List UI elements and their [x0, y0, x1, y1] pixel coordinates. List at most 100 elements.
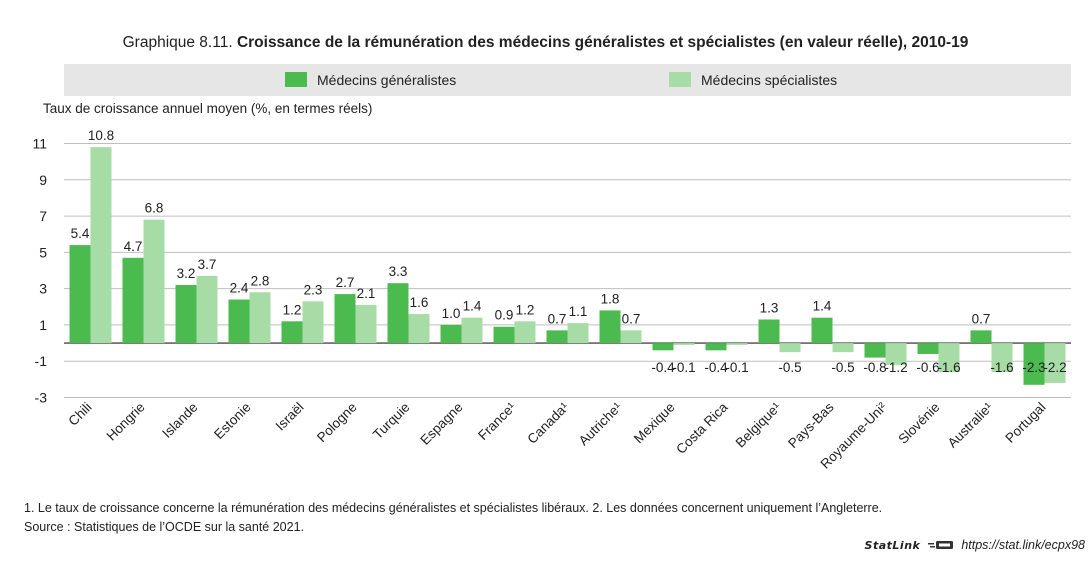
data-label-generalistes: -2.3	[1022, 360, 1045, 375]
bar-specialistes	[143, 219, 165, 344]
x-tick-label: France¹	[475, 399, 519, 443]
bar-generalistes	[864, 343, 886, 358]
chart-title-prefix: Graphique 8.11.	[122, 34, 233, 51]
bar-specialistes	[726, 343, 748, 345]
x-tick-label: Canada¹	[524, 399, 572, 447]
bar-specialistes	[938, 343, 960, 373]
bar-generalistes	[599, 310, 621, 344]
bar-generalistes	[652, 343, 674, 351]
data-label-generalistes: 0.7	[548, 311, 567, 326]
bar-specialistes	[832, 343, 854, 353]
data-label-generalistes: 3.3	[389, 264, 408, 279]
footnotes: 1. Le taux de croissance concerne la rém…	[24, 499, 882, 537]
y-tick-label: 7	[39, 208, 47, 224]
bar-generalistes	[387, 283, 409, 344]
data-label-specialistes: 1.6	[410, 295, 429, 310]
x-tick-label: Chili	[65, 400, 94, 429]
bar-chart: -3-113579115.410.8Chili4.76.8Hongrie3.23…	[32, 128, 1071, 472]
data-label-generalistes: 2.7	[336, 275, 355, 290]
data-label-generalistes: 0.7	[972, 311, 991, 326]
x-tick-label: Slovénie	[895, 400, 942, 447]
data-label-generalistes: 5.4	[71, 226, 90, 241]
x-tick-label: Espagne	[417, 400, 465, 448]
data-label-specialistes: -1.2	[884, 360, 907, 375]
chart-title: Graphique 8.11. Croissance de la rémunér…	[0, 34, 1091, 52]
data-label-generalistes: 4.7	[124, 239, 143, 254]
x-tick-label: Islande	[159, 400, 200, 441]
data-label-generalistes: 1.3	[760, 300, 779, 315]
bar-generalistes	[69, 245, 91, 344]
y-tick-label: 9	[39, 172, 47, 188]
data-label-specialistes: 2.3	[304, 282, 323, 297]
bar-specialistes	[991, 343, 1013, 373]
data-label-specialistes: 0.7	[622, 311, 641, 326]
y-tick-label: -1	[35, 353, 48, 369]
bar-generalistes	[281, 321, 303, 344]
bar-generalistes	[758, 319, 780, 344]
bar-specialistes	[673, 343, 695, 345]
x-tick-label: Autriche¹	[576, 399, 625, 448]
bar-specialistes	[461, 317, 483, 344]
x-tick-label: Pologne	[314, 400, 360, 446]
bar-generalistes	[970, 330, 992, 344]
x-tick-label: Costa Rica	[673, 399, 731, 457]
data-label-generalistes: 0.9	[495, 308, 514, 323]
bar-generalistes	[1023, 343, 1045, 385]
data-label-generalistes: -0.4	[704, 360, 728, 375]
data-label-specialistes: -1.6	[990, 360, 1013, 375]
legend-item-specialistes: Médecins spécialistes	[669, 72, 837, 88]
data-label-specialistes: 10.8	[88, 128, 114, 143]
legend: Médecins généralistes Médecins spécialis…	[64, 64, 1071, 96]
x-tick-label: Belgique¹	[733, 399, 784, 450]
statlink-brand: StatLink	[864, 539, 921, 552]
data-label-specialistes: 3.7	[198, 257, 217, 272]
data-label-generalistes: 2.4	[230, 281, 249, 296]
bar-generalistes	[493, 326, 515, 344]
legend-item-generalistes: Médecins généralistes	[285, 72, 456, 88]
chart-title-main: Croissance de la rémunération des médeci…	[236, 34, 969, 51]
bar-specialistes	[249, 292, 271, 344]
data-label-specialistes: -2.2	[1043, 360, 1066, 375]
footnote-line: 1. Le taux de croissance concerne la rém…	[24, 501, 883, 515]
bar-specialistes	[885, 343, 907, 365]
source-line: Source : Statistiques de l’OCDE sur la s…	[24, 520, 305, 534]
statlink-url[interactable]: https://stat.link/ecpx98	[961, 538, 1085, 552]
bar-specialistes	[355, 304, 377, 344]
x-tick-label: Turquie	[370, 400, 413, 443]
data-label-specialistes: -0.5	[778, 360, 801, 375]
data-label-specialistes: -1.6	[937, 360, 960, 375]
bar-generalistes	[122, 257, 144, 344]
data-label-generalistes: -0.4	[651, 360, 675, 375]
bar-generalistes	[917, 343, 939, 354]
bar-specialistes	[620, 330, 642, 344]
data-label-specialistes: 1.1	[569, 304, 588, 319]
x-tick-label: Portugal	[1002, 400, 1048, 446]
x-tick-label: Israël	[273, 400, 307, 434]
x-tick-label: Pays-Bas	[785, 399, 837, 451]
x-tick-label: Mexique	[631, 400, 678, 447]
bar-generalistes	[334, 294, 356, 344]
y-tick-label: 11	[32, 136, 47, 152]
data-label-specialistes: 2.8	[251, 273, 270, 288]
x-tick-label: Estonie	[211, 400, 253, 442]
data-label-generalistes: 1.0	[442, 306, 461, 321]
data-label-specialistes: -0.1	[672, 360, 695, 375]
legend-label-specialistes: Médecins spécialistes	[701, 72, 838, 88]
y-tick-label: -3	[35, 390, 48, 406]
bar-specialistes	[567, 323, 589, 344]
data-label-generalistes: 1.4	[813, 299, 832, 314]
bar-generalistes	[440, 324, 462, 344]
statlink[interactable]: StatLink https://stat.link/ecpx98	[865, 538, 1085, 552]
x-tick-label: Hongrie	[104, 400, 148, 444]
data-label-specialistes: -0.1	[725, 360, 748, 375]
bar-specialistes	[779, 343, 801, 353]
bar-generalistes	[705, 343, 727, 351]
bar-specialistes	[1044, 343, 1066, 383]
data-label-generalistes: 1.2	[283, 302, 302, 317]
data-label-specialistes: 2.1	[357, 286, 376, 301]
legend-label-generalistes: Médecins généralistes	[317, 72, 457, 88]
y-tick-label: 5	[39, 244, 47, 260]
bar-specialistes	[408, 314, 430, 344]
data-label-generalistes: -0.8	[863, 360, 886, 375]
bar-specialistes	[514, 321, 536, 344]
